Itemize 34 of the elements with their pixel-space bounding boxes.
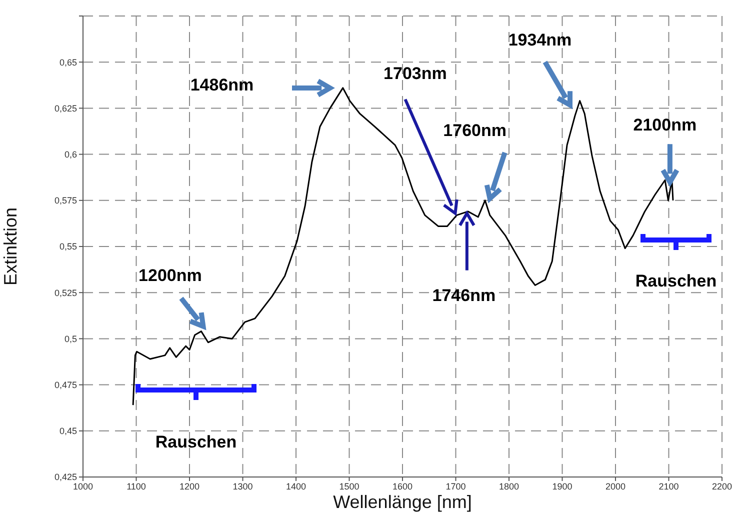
annotation: 1703nm <box>384 64 447 83</box>
annotation: Rauschen <box>155 432 237 452</box>
y-tick-label: 0,45 <box>59 426 77 436</box>
x-tick-label: 1300 <box>232 481 253 492</box>
y-tick-label: 0,65 <box>59 57 77 68</box>
y-tick-label: 0,425 <box>54 472 77 482</box>
annotation: 1746nm <box>432 286 496 305</box>
annotation: 2100nm <box>633 116 697 135</box>
x-tick-label: 2100 <box>658 481 679 492</box>
annotation: 1486nm <box>190 75 254 94</box>
x-tick-label: 1500 <box>339 481 360 492</box>
y-tick-label: 0,575 <box>54 196 77 206</box>
x-tick-label: 1000 <box>72 481 94 492</box>
annotation: 1934nm <box>508 30 572 50</box>
y-tick-label: 0,475 <box>54 380 77 390</box>
x-tick-label: 1600 <box>392 481 413 492</box>
y-tick-label: 0,6 <box>64 149 77 160</box>
x-tick-label: 1400 <box>286 481 306 492</box>
x-tick-label: 1700 <box>446 481 466 492</box>
y-tick-label: 0,55 <box>59 242 77 252</box>
y-axis-title: Extinktion <box>0 207 20 286</box>
y-tick-label: 0,5 <box>64 334 77 344</box>
y-tick-label: 0,625 <box>54 103 77 114</box>
x-tick-label: 2000 <box>605 481 626 492</box>
x-tick-label: 2200 <box>712 481 732 492</box>
x-tick-label: 1900 <box>552 481 572 492</box>
x-axis-title: Wellenlänge [nm] <box>333 492 472 512</box>
x-tick-label: 1800 <box>498 481 520 492</box>
annotation: 1200nm <box>138 266 202 285</box>
x-tick-label: 1200 <box>179 481 200 492</box>
x-tick-label: 1100 <box>126 481 146 492</box>
annotation: 1760nm <box>443 121 506 140</box>
y-tick-label: 0,525 <box>54 288 77 298</box>
annotation: Rauschen <box>635 271 717 290</box>
